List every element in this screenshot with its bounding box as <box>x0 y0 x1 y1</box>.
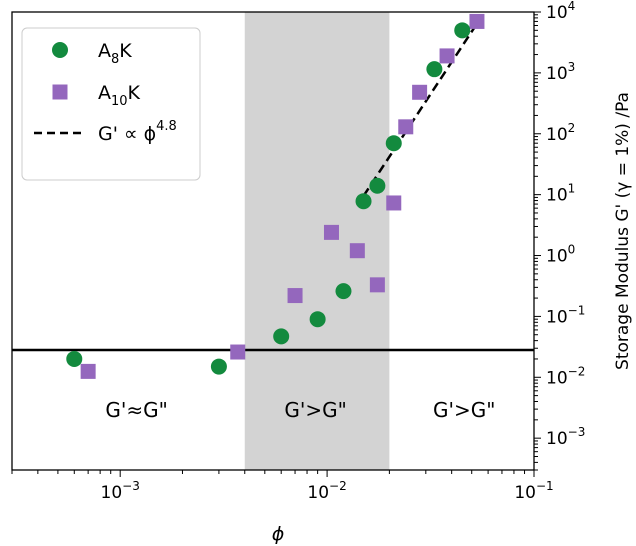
data-point-a8k <box>66 350 83 367</box>
data-point-a8k <box>309 311 326 328</box>
data-point-a10k <box>369 277 385 293</box>
plot-frame <box>11 11 535 471</box>
data-point-a10k <box>80 363 96 379</box>
data-point-a8k <box>335 283 352 300</box>
data-point-a10k <box>230 344 246 360</box>
legend-marker-a8k <box>52 42 68 58</box>
legend-marker-a10k <box>52 84 68 100</box>
y-axis-label: Storage Modulus G' (γ = 1%) /Pa <box>613 92 633 370</box>
y-tick-label: 10−1 <box>546 303 585 327</box>
data-point-a10k <box>439 48 455 64</box>
y-tick-label: 104 <box>546 0 575 23</box>
legend-box <box>21 27 201 181</box>
data-point-a10k <box>469 13 485 29</box>
y-tick-label: 100 <box>546 243 575 267</box>
y-tick-label: 10−3 <box>546 425 585 449</box>
data-point-a8k <box>369 177 386 194</box>
data-point-a10k <box>349 243 365 259</box>
x-tick-label: 10−2 <box>307 479 346 503</box>
data-point-a8k <box>210 358 227 375</box>
y-tick-label: 101 <box>546 182 575 206</box>
data-point-a10k <box>287 288 303 304</box>
data-point-a10k <box>398 119 414 135</box>
data-point-a8k <box>385 135 402 152</box>
data-point-a10k <box>323 224 339 240</box>
region-label-2: G'>G" <box>284 398 346 422</box>
chart-marks: G'≈G" G'>G" G'>G" <box>66 13 495 422</box>
y-tick-label: 10−2 <box>546 364 585 388</box>
x-axis-label: ϕ <box>272 523 285 545</box>
legend-label-fit: G' ∝ ϕ4.8 <box>98 119 177 145</box>
legend-label-a10k: A10K <box>98 82 141 109</box>
data-point-a8k <box>426 61 443 78</box>
y-tick-label: 103 <box>546 60 575 84</box>
fit-line <box>362 17 482 197</box>
x-tick-label: 10−1 <box>514 479 553 503</box>
region-label-3: G'>G" <box>433 398 495 422</box>
legend: A8K A10K G' ∝ ϕ4.8 <box>21 27 201 181</box>
legend-label-a8k: A8K <box>98 40 132 67</box>
region-label-1: G'≈G" <box>105 398 167 422</box>
plot-area <box>12 12 534 470</box>
y-tick-label: 102 <box>546 121 575 145</box>
data-point-a8k <box>355 193 372 210</box>
x-tick-label: 10−3 <box>101 479 140 503</box>
data-point-a8k <box>454 22 471 39</box>
data-point-a8k <box>273 328 290 345</box>
data-point-a10k <box>386 195 402 211</box>
shaded-region <box>244 12 390 470</box>
axes: 10−3 10−2 10−1 10−3 10−2 10−1 100 101 102 103 104 ϕ… <box>11 0 633 545</box>
data-point-a10k <box>412 84 428 100</box>
